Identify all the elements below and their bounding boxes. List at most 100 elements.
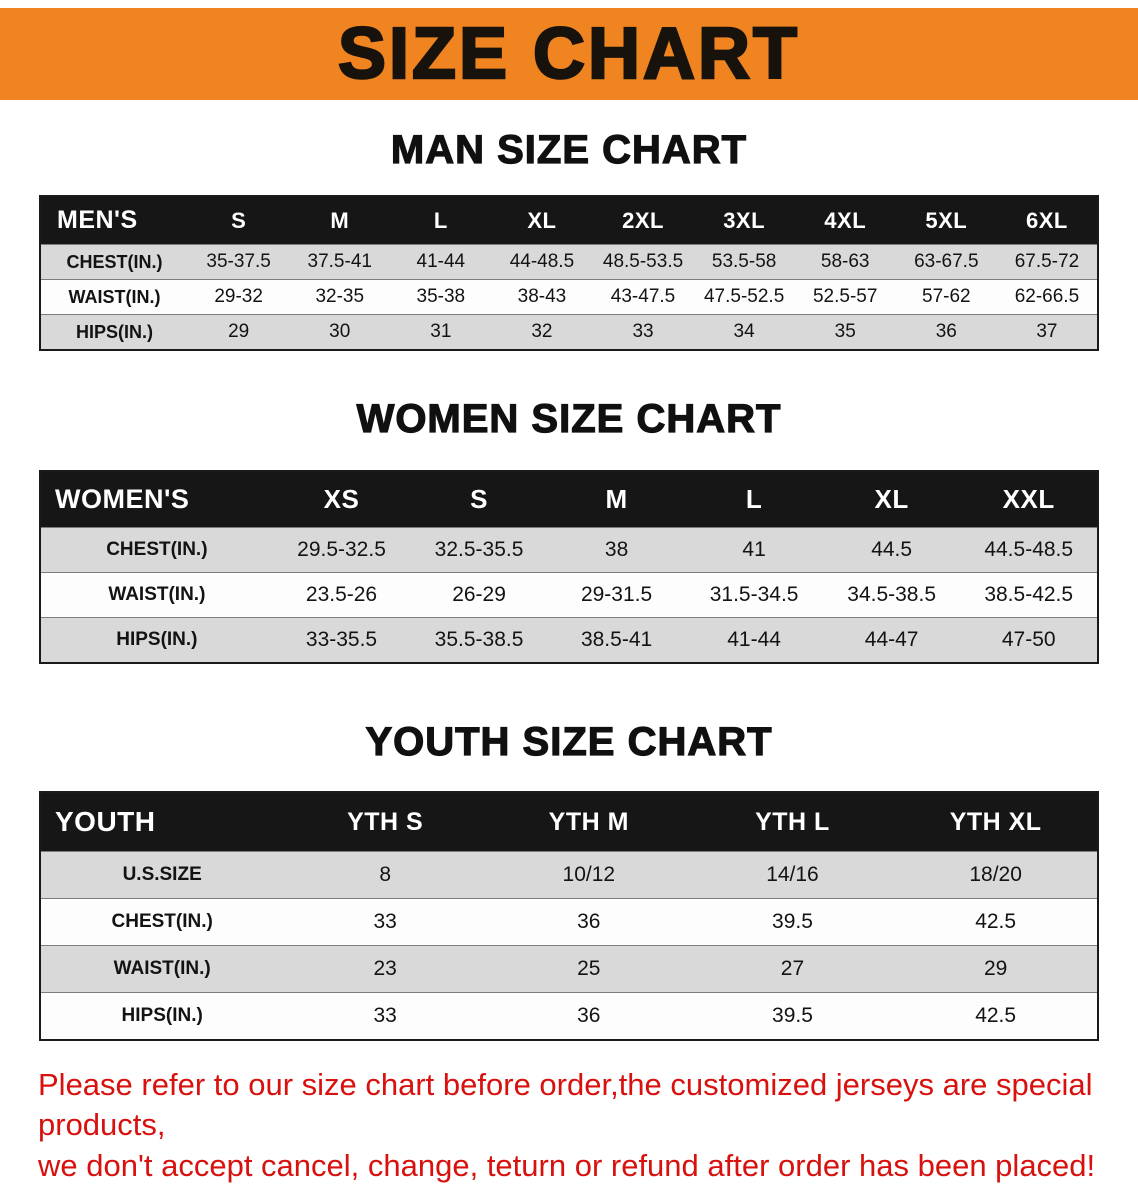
size-value-cell: 27 (690, 945, 895, 993)
size-column-header: XXL (960, 471, 1098, 528)
size-column-header: 2XL (592, 196, 694, 245)
table-row: HIPS(IN.) 33 36 39.5 42.5 (40, 992, 1098, 1040)
size-value-cell: 25 (486, 945, 691, 993)
row-label-cell: WAIST(IN.) (40, 279, 189, 315)
table-header-row: YOUTH YTH S YTH M YTH L YTH XL (40, 792, 1098, 852)
size-column-header: S (188, 196, 290, 245)
size-value-cell: 33-35.5 (272, 617, 411, 663)
size-value-cell: 38-43 (491, 279, 593, 315)
size-value-cell: 67.5-72 (996, 244, 1098, 280)
size-column-header: M (289, 196, 391, 245)
table-row: CHEST(IN.) 33 36 39.5 42.5 (40, 898, 1098, 946)
size-value-cell: 39.5 (690, 992, 895, 1040)
size-value-cell: 10/12 (486, 851, 691, 899)
size-value-cell: 35 (794, 314, 896, 350)
size-value-cell: 33 (283, 992, 487, 1040)
size-column-header: XS (272, 471, 411, 528)
size-value-cell: 44.5-48.5 (960, 527, 1098, 573)
table-row: CHEST(IN.) 35-37.5 37.5-41 41-44 44-48.5 48.5… (40, 244, 1098, 280)
size-column-header: 5XL (895, 196, 997, 245)
row-label-cell: U.S.SIZE (40, 851, 284, 899)
section-youth: YOUTH SIZE CHART YOUTH YTH S YTH M YTH L YTH… (0, 719, 1138, 1041)
table-row: WAIST(IN.) 29-32 32-35 35-38 38-43 43-47.5 47.… (40, 279, 1098, 315)
section-women: WOMEN SIZE CHART WOMEN'S XS S M L XL XXL CHEST(… (0, 396, 1138, 664)
table-title-cell: MEN'S (40, 196, 189, 245)
size-value-cell: 38 (547, 527, 686, 573)
size-value-cell: 33 (592, 314, 694, 350)
table-title-cell: YOUTH (40, 792, 284, 852)
size-column-header: YTH S (283, 792, 487, 852)
size-value-cell: 44-48.5 (491, 244, 593, 280)
row-label-cell: WAIST(IN.) (40, 945, 284, 993)
size-column-header: YTH L (690, 792, 895, 852)
size-column-header: YTH M (486, 792, 691, 852)
size-value-cell: 18/20 (894, 851, 1098, 899)
disclaimer-line-1: Please refer to our size chart before or… (38, 1067, 1093, 1143)
table-row: U.S.SIZE 8 10/12 14/16 18/20 (40, 851, 1098, 899)
size-value-cell: 39.5 (690, 898, 895, 946)
size-column-header: M (547, 471, 686, 528)
size-column-header: S (410, 471, 548, 528)
size-value-cell: 53.5-58 (693, 244, 795, 280)
size-value-cell: 37.5-41 (289, 244, 391, 280)
size-column-header: XL (491, 196, 593, 245)
size-value-cell: 32 (491, 314, 593, 350)
size-value-cell: 32-35 (289, 279, 391, 315)
size-value-cell: 47.5-52.5 (693, 279, 795, 315)
size-value-cell: 34 (693, 314, 795, 350)
size-value-cell: 44-47 (822, 617, 961, 663)
size-value-cell: 30 (289, 314, 391, 350)
table-row: CHEST(IN.) 29.5-32.5 32.5-35.5 38 41 44.5 44.5… (40, 527, 1098, 573)
size-value-cell: 43-47.5 (592, 279, 694, 315)
size-value-cell: 14/16 (690, 851, 895, 899)
table-header-row: WOMEN'S XS S M L XL XXL (40, 471, 1098, 528)
size-value-cell: 8 (283, 851, 487, 899)
table-row: WAIST(IN.) 23 25 27 29 (40, 945, 1098, 993)
size-value-cell: 36 (486, 898, 691, 946)
size-chart-page: SIZE CHART MAN SIZE CHART MEN'S S M L XL 2XL 3… (0, 8, 1138, 1186)
size-value-cell: 42.5 (894, 898, 1098, 946)
size-value-cell: 29 (894, 945, 1098, 993)
size-value-cell: 44.5 (822, 527, 961, 573)
size-column-header: 6XL (996, 196, 1098, 245)
size-column-header: L (390, 196, 492, 245)
men-size-table: MEN'S S M L XL 2XL 3XL 4XL 5XL 6XL CHEST(IN.) 35-37… (39, 195, 1099, 351)
section-heading-women: WOMEN SIZE CHART (356, 396, 782, 441)
size-value-cell: 23 (283, 945, 487, 993)
size-value-cell: 29.5-32.5 (272, 527, 411, 573)
size-value-cell: 38.5-41 (547, 617, 686, 663)
size-value-cell: 41-44 (390, 244, 492, 280)
size-value-cell: 31.5-34.5 (685, 572, 823, 618)
disclaimer-line-2: we don't accept cancel, change, teturn o… (38, 1147, 1096, 1183)
disclaimer-text: Please refer to our size chart before or… (38, 1065, 1100, 1186)
size-value-cell: 37 (996, 314, 1098, 350)
size-value-cell: 29-32 (188, 279, 290, 315)
size-value-cell: 57-62 (895, 279, 997, 315)
size-value-cell: 31 (390, 314, 492, 350)
size-value-cell: 23.5-26 (272, 572, 411, 618)
size-value-cell: 36 (895, 314, 997, 350)
table-title-cell: WOMEN'S (40, 471, 273, 528)
row-label-cell: WAIST(IN.) (40, 572, 273, 618)
size-value-cell: 58-63 (794, 244, 896, 280)
size-value-cell: 42.5 (894, 992, 1098, 1040)
size-value-cell: 33 (283, 898, 487, 946)
size-column-header: XL (822, 471, 961, 528)
size-column-header: 3XL (693, 196, 795, 245)
women-size-table: WOMEN'S XS S M L XL XXL CHEST(IN.) 29.5-32.5 32.5… (39, 470, 1099, 664)
size-value-cell: 29-31.5 (547, 572, 686, 618)
table-row: WAIST(IN.) 23.5-26 26-29 29-31.5 31.5-34.5 34… (40, 572, 1098, 618)
size-value-cell: 41 (685, 527, 823, 573)
banner: SIZE CHART (0, 8, 1138, 100)
row-label-cell: HIPS(IN.) (40, 992, 284, 1040)
size-value-cell: 35-37.5 (188, 244, 290, 280)
size-value-cell: 32.5-35.5 (410, 527, 548, 573)
row-label-cell: CHEST(IN.) (40, 244, 189, 280)
table-row: HIPS(IN.) 29 30 31 32 33 34 35 36 37 (40, 314, 1098, 350)
size-value-cell: 48.5-53.5 (592, 244, 694, 280)
size-value-cell: 35-38 (390, 279, 492, 315)
size-value-cell: 26-29 (410, 572, 548, 618)
size-column-header: YTH XL (894, 792, 1098, 852)
size-value-cell: 41-44 (685, 617, 823, 663)
size-value-cell: 62-66.5 (996, 279, 1098, 315)
